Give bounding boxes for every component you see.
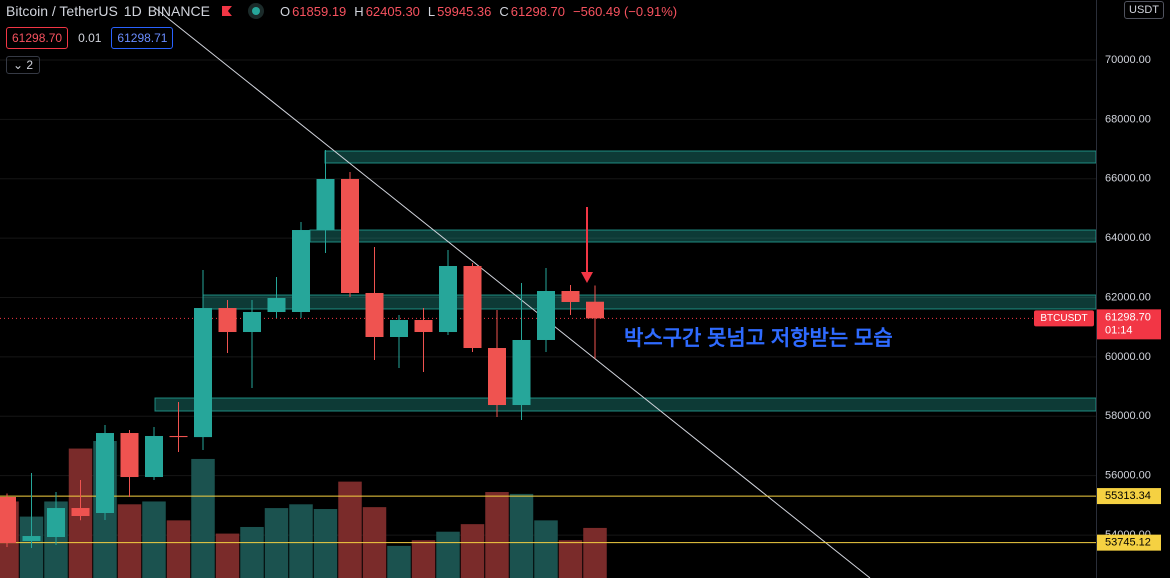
symbol-label: BTCUSDT (1040, 313, 1087, 324)
candle-body (586, 301, 604, 319)
ohlc-key: O (279, 3, 291, 19)
level-tag (1097, 534, 1161, 551)
candle-body (243, 311, 261, 333)
volume-bar (509, 493, 534, 578)
volume-bar (411, 540, 436, 578)
candle-body (561, 291, 580, 302)
candle-body (463, 266, 482, 349)
indicators-toggle[interactable]: ⌄ 2 (6, 56, 41, 74)
annotation: 박스구간 못넘고 저항받는 모습 (624, 327, 893, 350)
volume-bar (583, 527, 607, 578)
candle-body (218, 308, 237, 333)
y-tick-label: 66000.00 (1105, 173, 1151, 185)
header: Bitcoin / TetherUS 1D BINANCE O 61859.19 … (6, 2, 683, 20)
ohlc-value: 61298.70 (510, 3, 566, 19)
ohlc-key: C (499, 3, 509, 19)
ohlc-key: L (427, 3, 436, 19)
interval[interactable]: 1D (123, 3, 142, 19)
y-tick-label: 58000.00 (1105, 410, 1151, 422)
ohlc-value: 61859.19 (292, 3, 347, 19)
ohlc-value: 59945.36 (437, 3, 492, 19)
volume-bar (142, 501, 166, 578)
flag-icon[interactable] (221, 6, 232, 16)
zone (309, 229, 1097, 243)
volume-bar (534, 520, 558, 578)
volume-bar (460, 524, 485, 578)
currency-button[interactable]: USDT (1124, 1, 1164, 19)
trade-buttons: 61298.70 0.01 61298.71 (6, 27, 174, 49)
volume-bar (240, 526, 264, 578)
symbol: Bitcoin / TetherUS (6, 3, 118, 19)
exchange: BINANCE (147, 3, 210, 19)
candle-body (488, 348, 506, 406)
candle-body (365, 292, 384, 337)
countdown: 01:14 (1105, 324, 1133, 336)
arrow-head (581, 272, 593, 283)
volume-bar (313, 509, 338, 578)
volume-bar (215, 533, 240, 578)
zone (324, 150, 1097, 164)
sell-button[interactable]: 61298.70 (6, 27, 69, 49)
y-tick-label: 64000.00 (1105, 232, 1151, 244)
candle-body (414, 320, 433, 333)
price-label: 61298.70 (1105, 311, 1151, 323)
ohlc: O 61859.19 H 62405.30 L 59945.36 C 61298.70 … (280, 4, 683, 19)
indicator-count: 2 (26, 58, 34, 72)
ohlc-value: 62405.30 (365, 3, 420, 19)
volume-bar (191, 458, 215, 578)
y-tick-label: 62000.00 (1105, 291, 1151, 303)
candle-body (537, 291, 555, 340)
candle-body (512, 339, 531, 406)
candle-body (341, 179, 359, 293)
candle-body (169, 435, 188, 438)
candle-body (47, 508, 65, 538)
price-tag (1097, 309, 1161, 340)
level-tag (1097, 488, 1161, 505)
change: −560.49 (−0.91%) (573, 3, 678, 19)
candle-body (316, 179, 335, 231)
y-tick-label: 68000.00 (1105, 113, 1151, 125)
candle-body (96, 433, 114, 514)
candle-body (292, 230, 310, 312)
level-label: 53745.12 (1105, 537, 1151, 549)
candle-body (0, 497, 16, 543)
level-label: 55313.34 (1105, 490, 1151, 502)
ohlc-key: H (354, 3, 364, 19)
spread: 0.01 (78, 31, 102, 45)
buy-button[interactable]: 61298.71 (111, 27, 174, 49)
candle-body (120, 433, 139, 478)
volume-bar (166, 520, 191, 578)
candle-body (145, 435, 163, 478)
volume-bar (289, 504, 313, 578)
zone (202, 294, 1097, 310)
volume-bar (485, 492, 509, 578)
candle-body (71, 508, 90, 517)
volume-bar (338, 481, 362, 578)
y-tick-label: 56000.00 (1105, 470, 1151, 482)
candle-body (22, 536, 41, 542)
y-tick-label: 60000.00 (1105, 351, 1151, 363)
candle-body (439, 266, 457, 333)
y-tick-label: 70000.00 (1105, 54, 1151, 66)
volume-bar (558, 540, 583, 578)
status-dot (251, 7, 260, 15)
candle-body (267, 298, 286, 312)
zone (154, 397, 1097, 412)
symbol-tag (1034, 310, 1094, 327)
volume-bar (387, 545, 411, 578)
volume-bar (436, 531, 460, 578)
candle-body (390, 320, 408, 337)
volume-bar (117, 504, 142, 578)
trend-line (154, 7, 871, 578)
candle-body (194, 308, 212, 438)
